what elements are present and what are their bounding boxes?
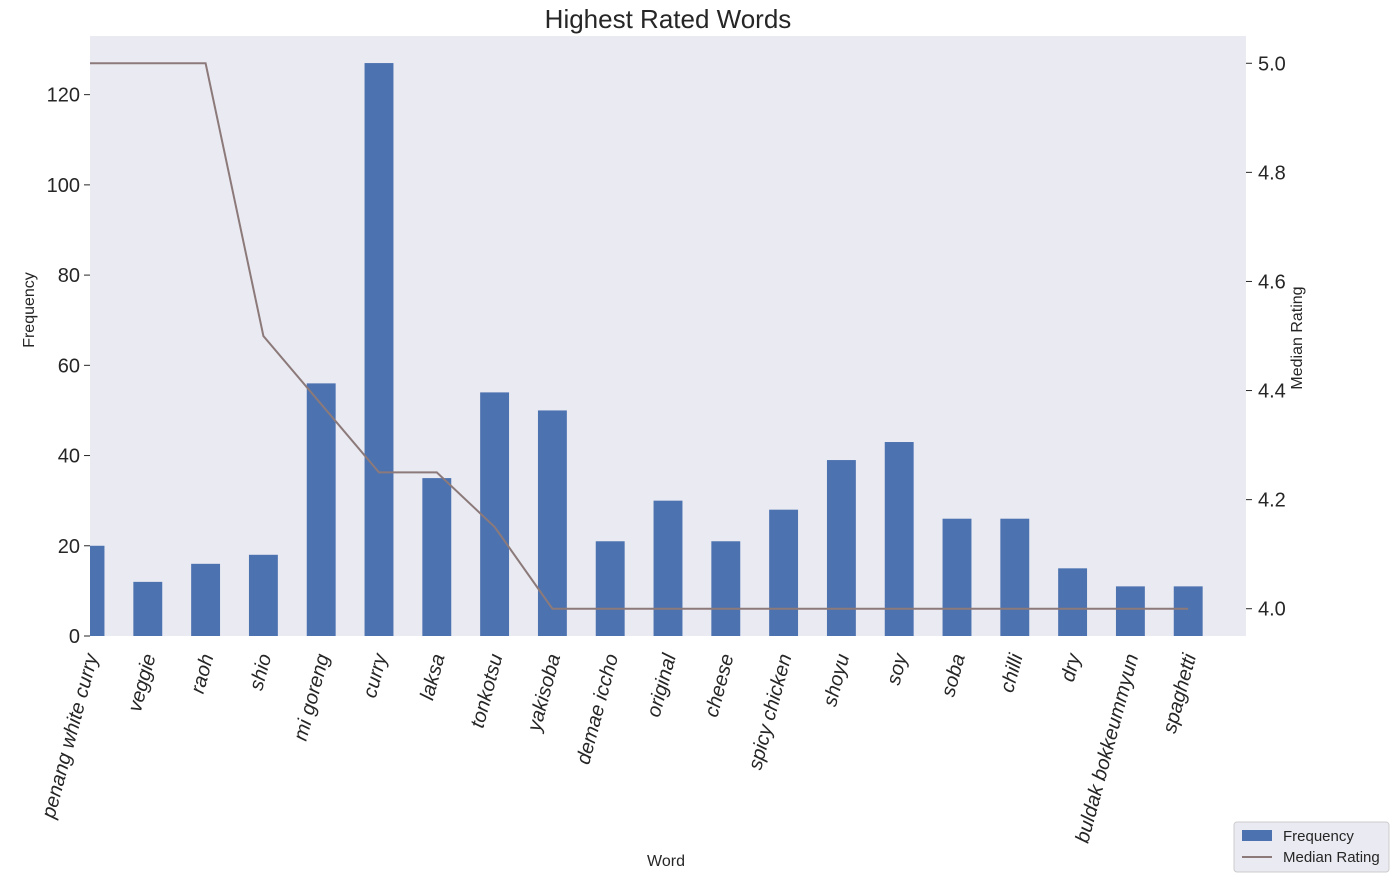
y-tick-label: 100 — [47, 175, 80, 197]
x-tick-label: shio — [245, 652, 276, 693]
bar-spaghetti — [1173, 586, 1203, 636]
bar-soy — [884, 442, 914, 636]
x-tick-label: original — [643, 651, 681, 720]
bar-demae-iccho — [595, 541, 625, 636]
x-tick-label: dry — [1057, 651, 1086, 684]
bar-laksa — [422, 478, 452, 636]
bar-curry — [364, 63, 394, 636]
x-tick-label: tonkotsu — [467, 652, 508, 731]
bar-tonkotsu — [480, 392, 510, 636]
bar-shio — [248, 554, 278, 636]
bar-dry — [1058, 568, 1088, 636]
legend-box — [1233, 821, 1390, 873]
y-tick-label: 120 — [47, 85, 80, 107]
x-tick-label: demae iccho — [572, 652, 623, 767]
legend-label-median-rating: Median Rating — [1283, 849, 1380, 866]
x-tick-label: chilli — [996, 651, 1027, 695]
bar-mi-goreng — [306, 383, 336, 636]
x-tick-label: spicy chicken — [744, 652, 796, 773]
bar-soba — [942, 518, 972, 636]
bar-yakisoba — [537, 410, 567, 636]
y-tick-label: 20 — [58, 536, 80, 558]
y-tick-label: 60 — [58, 355, 80, 377]
x-tick-label: buldak bokkeummyun — [1072, 652, 1144, 846]
x-tick-label: yakisoba — [523, 652, 565, 736]
bar-cheese — [711, 541, 741, 636]
legend-swatch-frequency — [1242, 830, 1272, 841]
x-axis-title: Word — [647, 853, 685, 870]
y2-tick-label: 4.0 — [1258, 599, 1286, 621]
x-tick-label: curry — [359, 651, 392, 701]
bar-buldak-bokkeummyun — [1115, 586, 1145, 636]
legend-label-frequency: Frequency — [1283, 828, 1354, 845]
bar-veggie — [133, 581, 163, 636]
bar-penang-white-curry — [90, 545, 105, 636]
y2-axis-title: Median Rating — [1289, 286, 1306, 389]
bar-original — [653, 500, 683, 636]
y2-tick-label: 4.8 — [1258, 162, 1286, 184]
y2-tick-label: 4.2 — [1258, 490, 1286, 512]
y2-tick-label: 4.6 — [1258, 271, 1286, 293]
y2-tick-label: 5.0 — [1258, 53, 1286, 75]
x-tick-label: mi goreng — [290, 652, 334, 744]
x-tick-label: cheese — [701, 652, 739, 720]
bar-shoyu — [826, 460, 856, 636]
median-rating-line — [90, 62, 1189, 610]
bar-chilli — [1000, 518, 1030, 636]
x-tick-label: laksa — [416, 652, 449, 703]
y-tick-label: 40 — [58, 446, 80, 468]
bar-raoh — [191, 563, 221, 636]
x-tick-label: spaghetti — [1159, 651, 1201, 736]
y-axis-title: Frequency — [21, 272, 38, 348]
x-tick-label: veggie — [124, 652, 161, 715]
x-tick-label: shoyu — [819, 652, 854, 709]
x-tick-label: penang white curry — [38, 651, 104, 822]
y2-tick-label: 4.4 — [1258, 381, 1286, 403]
x-tick-label: soba — [937, 652, 969, 700]
chart-title: Highest Rated Words — [545, 4, 792, 34]
y-tick-label: 0 — [69, 626, 80, 648]
x-tick-label: raoh — [187, 652, 219, 696]
bar-spicy-chicken — [769, 509, 799, 636]
x-tick-label: soy — [883, 651, 913, 688]
y-tick-label: 80 — [58, 265, 80, 287]
